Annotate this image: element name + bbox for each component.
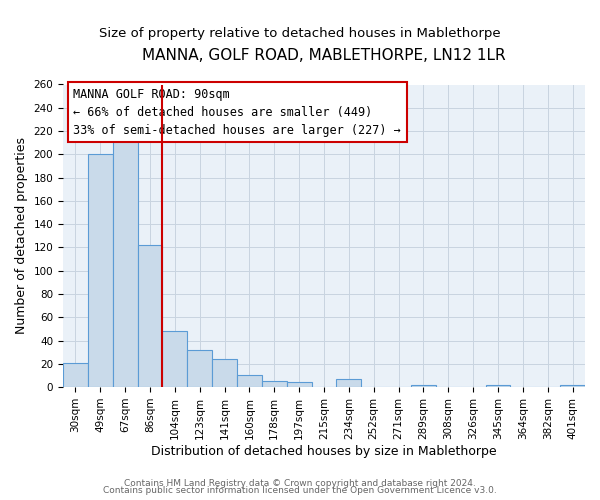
Bar	[113, 139, 137, 387]
Bar	[287, 382, 311, 387]
Bar	[237, 376, 262, 387]
Title: MANNA, GOLF ROAD, MABLETHORPE, LN12 1LR: MANNA, GOLF ROAD, MABLETHORPE, LN12 1LR	[142, 48, 506, 62]
Bar	[187, 350, 212, 387]
Text: Contains public sector information licensed under the Open Government Licence v3: Contains public sector information licen…	[103, 486, 497, 495]
Bar	[212, 359, 237, 387]
Text: Contains HM Land Registry data © Crown copyright and database right 2024.: Contains HM Land Registry data © Crown c…	[124, 478, 476, 488]
Bar	[485, 385, 511, 387]
Bar	[63, 362, 88, 387]
X-axis label: Distribution of detached houses by size in Mablethorpe: Distribution of detached houses by size …	[151, 444, 497, 458]
Bar	[411, 385, 436, 387]
Text: Size of property relative to detached houses in Mablethorpe: Size of property relative to detached ho…	[99, 28, 501, 40]
Bar	[262, 382, 287, 387]
Bar	[88, 154, 113, 387]
Bar	[560, 385, 585, 387]
Bar	[163, 331, 187, 387]
Bar	[337, 379, 361, 387]
Text: MANNA GOLF ROAD: 90sqm
← 66% of detached houses are smaller (449)
33% of semi-de: MANNA GOLF ROAD: 90sqm ← 66% of detached…	[73, 88, 401, 136]
Bar	[137, 245, 163, 387]
Y-axis label: Number of detached properties: Number of detached properties	[15, 138, 28, 334]
